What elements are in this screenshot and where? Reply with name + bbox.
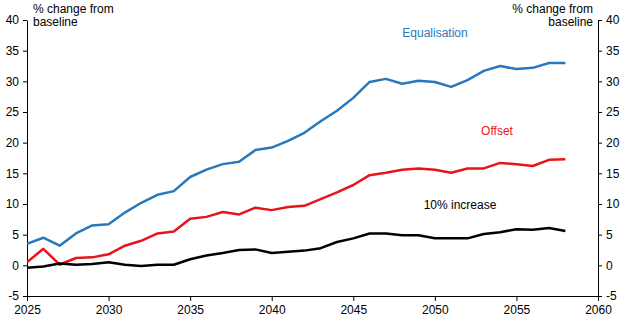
- y2-axis: -5 0 5 10 15 20 25 30 35 40: [598, 13, 620, 303]
- tick-mark: [598, 235, 602, 236]
- tick-label: 2050: [422, 303, 449, 317]
- tick-mark: [272, 296, 273, 301]
- tick-label: 30: [606, 75, 620, 89]
- tick: 25: [598, 105, 620, 119]
- tick-mark: [435, 296, 436, 301]
- series-label: 10% increase: [424, 198, 497, 212]
- tick-mark: [598, 112, 602, 113]
- tick: 20: [598, 136, 620, 150]
- tick-mark: [353, 296, 354, 301]
- tick: 30: [6, 75, 27, 89]
- tick-mark: [23, 51, 27, 52]
- tick-label: 2030: [96, 303, 123, 317]
- tick-label: 5: [12, 228, 19, 242]
- tick-label: 25: [606, 105, 620, 119]
- tick: 2030: [96, 296, 123, 317]
- tick-mark: [23, 204, 27, 205]
- tick-label: 2040: [259, 303, 286, 317]
- chart: 20252030203520402045205020552060-5051015…: [0, 0, 631, 330]
- tick-label: 2055: [504, 303, 531, 317]
- tick-label: 10: [6, 197, 20, 211]
- axis-title: % change frombaseline: [33, 2, 114, 29]
- tick-label: 40: [606, 13, 620, 27]
- tick: 0: [12, 259, 27, 273]
- tick: 40: [598, 13, 620, 27]
- tick-label: 0: [12, 259, 19, 273]
- tick-mark: [598, 265, 602, 266]
- tick-label: 20: [6, 136, 20, 150]
- x-axis-line: [28, 296, 599, 297]
- tick-label: 15: [606, 167, 620, 181]
- tick-mark: [23, 296, 27, 297]
- tick-label: 15: [6, 167, 20, 181]
- tick: 0: [598, 259, 613, 273]
- y-axis-line: [27, 21, 28, 297]
- line-series: [27, 63, 565, 246]
- plot-area: [27, 63, 565, 268]
- tick-mark: [23, 173, 27, 174]
- tick-label: 35: [6, 44, 20, 58]
- tick-mark: [598, 204, 602, 205]
- tick-label: 5: [606, 228, 613, 242]
- tick: 30: [598, 75, 620, 89]
- tick-mark: [598, 51, 602, 52]
- tick-mark: [23, 81, 27, 82]
- tick-mark: [190, 296, 191, 301]
- tick-mark: [598, 20, 602, 21]
- tick-mark: [598, 173, 602, 174]
- tick-label: 30: [6, 75, 20, 89]
- y2-axis-line: [598, 21, 599, 297]
- line-series: [27, 228, 565, 268]
- tick: 35: [598, 44, 620, 58]
- tick: 2040: [259, 296, 286, 317]
- tick-mark: [23, 112, 27, 113]
- series-label: Offset: [481, 124, 513, 138]
- tick: -5: [8, 289, 27, 303]
- tick: 2050: [422, 296, 449, 317]
- tick-label: 40: [6, 13, 20, 27]
- tick-mark: [598, 143, 602, 144]
- tick: -5: [598, 289, 617, 303]
- tick-mark: [109, 296, 110, 301]
- tick-label: 2035: [177, 303, 204, 317]
- tick-mark: [598, 81, 602, 82]
- line-series: [27, 159, 565, 264]
- tick: 2045: [340, 296, 367, 317]
- tick-mark: [23, 265, 27, 266]
- tick: 10: [598, 197, 620, 211]
- tick-label: 2060: [585, 303, 612, 317]
- tick: 40: [6, 13, 27, 27]
- tick: 5: [12, 228, 27, 242]
- tick: 10: [6, 197, 27, 211]
- tick-mark: [516, 296, 517, 301]
- tick-label: 35: [606, 44, 620, 58]
- tick-label: 10: [606, 197, 620, 211]
- tick-mark: [23, 20, 27, 21]
- x-axis: 2025 2030 2035 2040 2045 2050 2055 2060: [14, 296, 612, 317]
- tick-label: 25: [6, 105, 20, 119]
- tick: 25: [6, 105, 27, 119]
- y-axis: -5 0 5 10 15 20 25 30 35 40: [6, 13, 28, 303]
- tick: 15: [598, 167, 620, 181]
- tick-label: 2025: [14, 303, 41, 317]
- tick: 20: [6, 136, 27, 150]
- tick: 15: [6, 167, 27, 181]
- tick: 2055: [504, 296, 531, 317]
- tick-mark: [23, 143, 27, 144]
- tick-label: 0: [606, 259, 613, 273]
- tick-label: 2045: [340, 303, 367, 317]
- tick-mark: [598, 296, 602, 297]
- axis-title: % change frombaseline: [512, 2, 593, 29]
- tick-label: -5: [606, 289, 617, 303]
- tick: 5: [598, 228, 613, 242]
- tick-mark: [23, 235, 27, 236]
- tick-label: 20: [606, 136, 620, 150]
- tick-mark: [27, 296, 28, 301]
- tick: 35: [6, 44, 27, 58]
- series-label: Equalisation: [402, 26, 467, 40]
- tick: 2035: [177, 296, 204, 317]
- tick-label: -5: [8, 289, 19, 303]
